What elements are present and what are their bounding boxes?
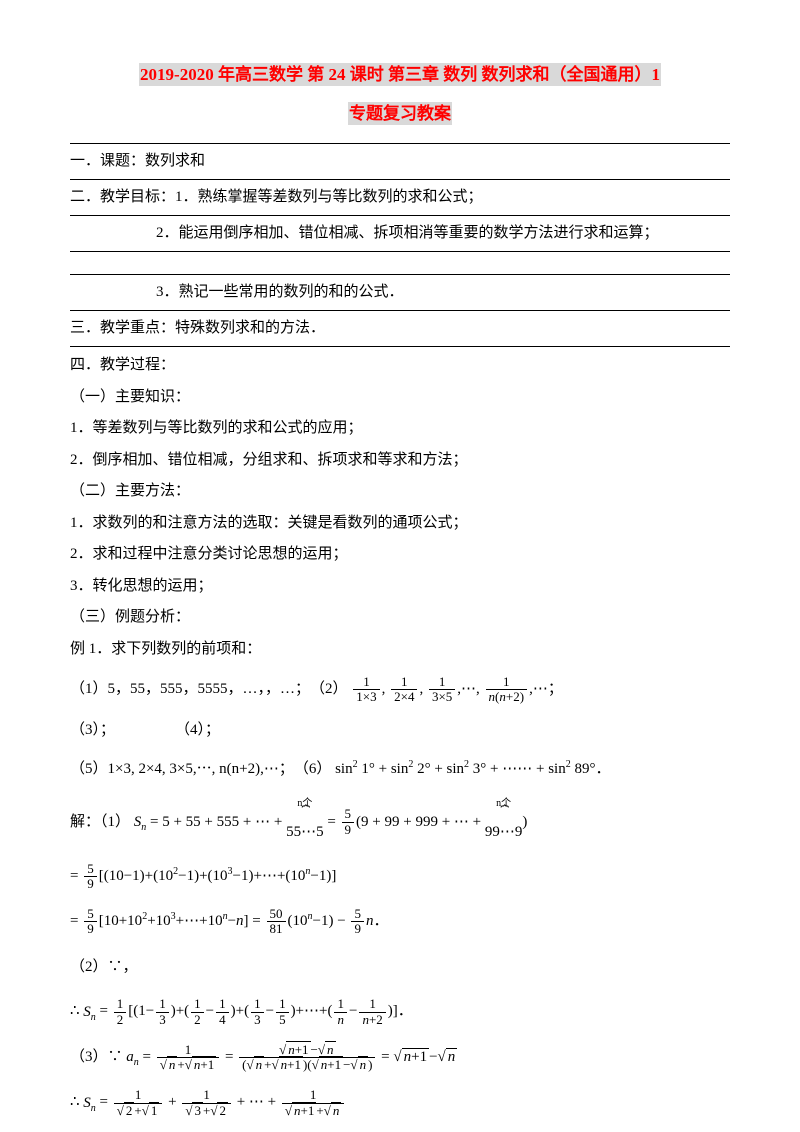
content-line: 2．倒序相加、错位相减，分组求和、拆项求和等求和方法； xyxy=(70,446,730,475)
section-2-item3: 3．熟记一些常用的数列的和的公式． xyxy=(70,279,730,306)
divider xyxy=(70,346,730,347)
content-line: 3．转化思想的运用； xyxy=(70,572,730,601)
divider xyxy=(70,310,730,311)
content-line: （一）主要知识： xyxy=(70,383,730,412)
content-line: 1．求数列的和注意方法的选取：关键是看数列的通项公式； xyxy=(70,509,730,538)
solution-2: ∴ Sn = 12[(1−13)+(12−14)+(13−15)+⋯+(1n−1… xyxy=(70,997,730,1027)
solution-3: （3）∵ an = 1√n+√n+1 = √n+1−√n(√n+√n+1)(√n… xyxy=(70,1043,730,1073)
section-3: 三．教学重点：特殊数列求和的方法． xyxy=(70,315,730,342)
blank-line xyxy=(70,256,730,270)
content-line: 2．求和过程中注意分类讨论思想的运用； xyxy=(70,540,730,569)
divider xyxy=(70,251,730,252)
title-line-2: 专题复习教案 xyxy=(70,99,730,130)
solution-1: 解：（1） Sn = 5 + 55 + 555 + ⋯ + n个⏞55⋯5 = … xyxy=(70,799,730,846)
title-line-1: 2019-2020 年高三数学 第 24 课时 第三章 数列 数列求和（全国通用… xyxy=(70,60,730,91)
example-3-4: （3）； （4）； xyxy=(70,717,730,744)
divider xyxy=(70,143,730,144)
content-line: （三）例题分析： xyxy=(70,603,730,632)
solution-1-step3: = 59[10+102+103+⋯+10n−n] = 5081(10n−1) −… xyxy=(70,907,730,937)
section-4: 四．教学过程： xyxy=(70,351,730,380)
content-line: 1．等差数列与等比数列的求和公式的应用； xyxy=(70,414,730,443)
section-1: 一．课题：数列求和 xyxy=(70,148,730,175)
divider xyxy=(70,215,730,216)
content-line: （二）主要方法： xyxy=(70,477,730,506)
section-2-item2: 2．能运用倒序相加、错位相减、拆项相消等重要的数学方法进行求和运算； xyxy=(70,220,730,247)
section-2-item1: 二．教学目标：1．熟练掌握等差数列与等比数列的求和公式； xyxy=(70,184,730,211)
solution-1-step2: = 59[(10−1)+(102−1)+(103−1)+⋯+(10n−1)] xyxy=(70,862,730,892)
content-line: 例 1．求下列数列的前项和： xyxy=(70,635,730,664)
solution-3-step2: ∴ Sn = 1√2+√1 + 1√3+√2 + ⋯ + 1√n+1+√n xyxy=(70,1088,730,1118)
example-1-2: （1）5，55，555，5555，…，，…； （2） 11×3, 12×4, 1… xyxy=(70,675,730,705)
solution-2-label: （2）∵， xyxy=(70,953,730,982)
divider xyxy=(70,179,730,180)
divider xyxy=(70,274,730,275)
example-5-6: （5）1×3, 2×4, 3×5,⋯, n(n+2),⋯； （6） sin2 1… xyxy=(70,756,730,783)
